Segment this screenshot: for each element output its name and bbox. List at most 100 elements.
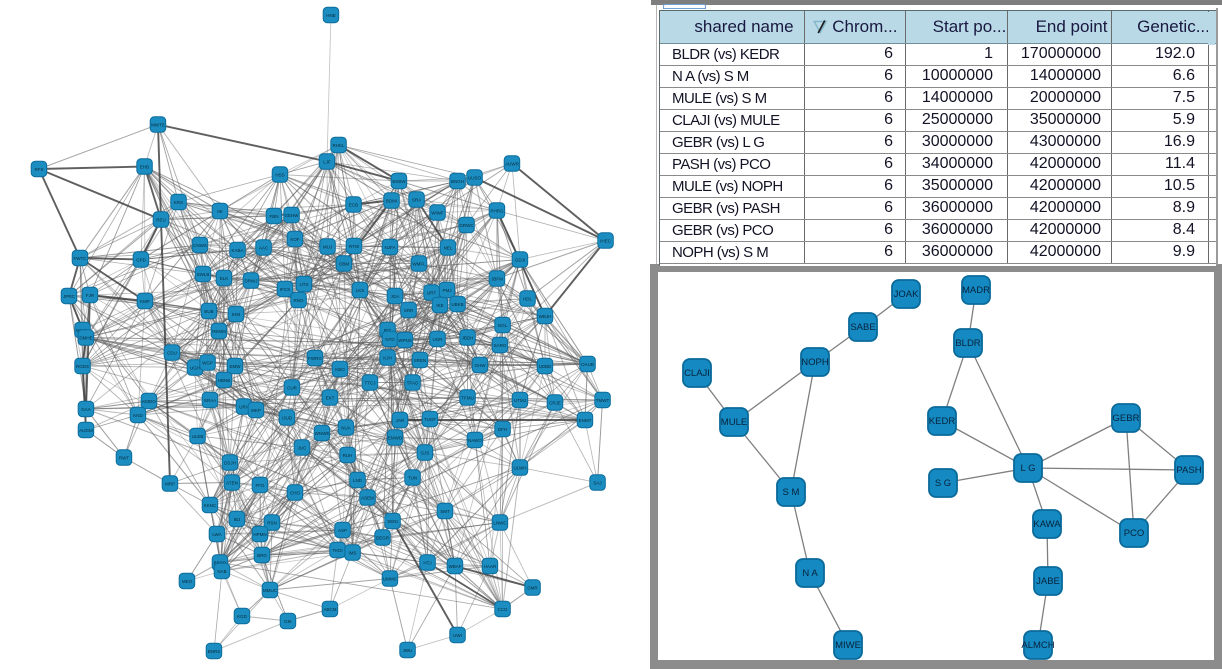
- svg-text:SREN: SREN: [414, 358, 427, 363]
- svg-text:KJH: KJH: [383, 355, 392, 360]
- svg-text:NAWO: NAWO: [468, 438, 482, 443]
- svg-text:LWA: LWA: [212, 532, 221, 537]
- svg-text:KBO: KBO: [335, 367, 345, 372]
- svg-text:RODS: RODS: [76, 364, 89, 369]
- svg-text:SRA: SRA: [412, 197, 421, 202]
- svg-text:RUH: RUH: [343, 453, 353, 458]
- svg-text:CNWS: CNWS: [193, 243, 207, 248]
- svg-text:KND: KND: [133, 413, 143, 418]
- svg-text:SWLB: SWLB: [197, 272, 210, 277]
- svg-text:MMUC: MMUC: [263, 588, 278, 593]
- svg-text:HPMN: HPMN: [253, 532, 266, 537]
- svg-text:SABE: SABE: [850, 322, 875, 333]
- svg-text:L G: L G: [1021, 463, 1036, 474]
- svg-text:HTJ: HTJ: [423, 560, 431, 565]
- svg-text:JOAK: JOAK: [894, 289, 919, 300]
- svg-text:CHO: CHO: [290, 490, 300, 495]
- svg-text:TFAO: TFAO: [407, 380, 419, 385]
- svg-text:KABA: KABA: [231, 248, 243, 253]
- svg-text:IHEC: IHEC: [600, 238, 612, 243]
- svg-text:AUGM: AUGM: [79, 428, 93, 433]
- svg-text:RTW: RTW: [349, 244, 360, 249]
- svg-text:GAA: GAA: [81, 407, 91, 412]
- svg-text:CCG: CCG: [498, 607, 508, 612]
- svg-text:ABCM: ABCM: [323, 607, 336, 612]
- svg-text:SRAA: SRAA: [204, 398, 216, 403]
- svg-text:BNRS: BNRS: [208, 649, 221, 654]
- svg-text:WIWF: WIWF: [431, 210, 444, 215]
- svg-text:GEBR: GEBR: [1113, 413, 1140, 424]
- svg-text:TUGF: TUGF: [424, 417, 436, 422]
- svg-text:KAWA: KAWA: [1033, 519, 1061, 530]
- svg-text:MUJ: MUJ: [323, 244, 332, 249]
- svg-text:IBJ: IBJ: [234, 517, 241, 522]
- svg-text:ULWH: ULWH: [514, 465, 527, 470]
- svg-text:UTMJ: UTMJ: [514, 398, 526, 403]
- svg-text:FJR: FJR: [86, 293, 95, 298]
- svg-text:MEO: MEO: [182, 579, 193, 584]
- svg-text:RNO: RNO: [294, 298, 304, 303]
- svg-text:JWU: JWU: [403, 648, 413, 653]
- svg-text:BSBW: BSBW: [392, 179, 406, 184]
- svg-text:MRP: MRP: [165, 481, 175, 486]
- svg-text:ALMCH: ALMCH: [1021, 640, 1054, 651]
- svg-text:HNE: HNE: [326, 13, 336, 18]
- svg-text:PMJ: PMJ: [443, 288, 452, 293]
- svg-text:DMHE: DMHE: [79, 335, 92, 340]
- svg-text:GPD: GPD: [136, 257, 147, 262]
- svg-text:KEDR: KEDR: [929, 416, 956, 427]
- svg-text:JAR: JAR: [396, 418, 405, 423]
- svg-text:KOF: KOF: [290, 237, 300, 242]
- svg-text:ASEM: ASEM: [361, 495, 374, 500]
- svg-text:NJFA: NJFA: [384, 245, 395, 250]
- svg-text:AAC: AAC: [259, 245, 269, 250]
- svg-text:DFH: DFH: [498, 427, 507, 432]
- svg-text:CUR: CUR: [287, 385, 297, 390]
- svg-text:GEHW: GEHW: [285, 213, 300, 218]
- svg-text:ASP: ASP: [338, 528, 347, 533]
- svg-text:REMM: REMM: [212, 329, 226, 334]
- svg-text:NUA: NUA: [341, 425, 351, 430]
- svg-text:KMDO: KMDO: [142, 399, 156, 404]
- svg-text:UGR: UGR: [433, 337, 444, 342]
- svg-text:PCO: PCO: [1124, 528, 1145, 539]
- svg-text:PASH: PASH: [1176, 465, 1201, 476]
- svg-text:SENI: SENI: [387, 519, 398, 524]
- svg-text:DEGR: DEGR: [376, 535, 390, 540]
- svg-text:MADR: MADR: [962, 285, 990, 296]
- svg-text:CDU: CDU: [167, 350, 177, 355]
- svg-text:FFG: FFG: [256, 483, 265, 488]
- svg-text:ATEN: ATEN: [226, 480, 238, 485]
- svg-text:LKS: LKS: [356, 288, 365, 293]
- svg-text:MKP: MKP: [251, 408, 261, 413]
- svg-text:JBDH: JBDH: [462, 335, 474, 340]
- svg-text:WBAF: WBAF: [449, 564, 462, 569]
- svg-text:OBM: OBM: [339, 261, 350, 266]
- svg-text:JGA: JGA: [391, 294, 400, 299]
- svg-text:RWT: RWT: [119, 455, 129, 460]
- svg-text:NAB: NAB: [217, 569, 226, 574]
- svg-text:FWRG: FWRG: [308, 356, 322, 361]
- svg-text:TKDI: TKDI: [332, 548, 342, 553]
- svg-text:RSN: RSN: [267, 520, 277, 525]
- svg-text:WGP: WGP: [202, 360, 213, 365]
- svg-text:BLDR: BLDR: [955, 338, 980, 349]
- svg-text:FWTC: FWTC: [74, 256, 88, 261]
- svg-text:HAAR: HAAR: [484, 564, 497, 569]
- svg-text:LNWC: LNWC: [493, 520, 507, 525]
- svg-text:WBJH: WBJH: [539, 314, 552, 319]
- svg-text:GGL: GGL: [498, 323, 508, 328]
- svg-text:WPNS: WPNS: [398, 338, 412, 343]
- svg-text:MULE: MULE: [721, 417, 747, 428]
- svg-text:UGH: UGH: [190, 365, 200, 370]
- svg-text:DSJH: DSJH: [224, 460, 236, 465]
- svg-text:BNGH: BNGH: [451, 179, 464, 184]
- svg-text:N A: N A: [802, 568, 818, 579]
- svg-text:DRWJ: DRWJ: [245, 278, 258, 283]
- svg-text:WMFL: WMFL: [412, 261, 426, 266]
- svg-text:IMS: IMS: [348, 550, 356, 555]
- svg-text:SMT: SMT: [440, 509, 450, 514]
- svg-text:GJS: GJS: [421, 450, 430, 455]
- svg-text:S G: S G: [935, 478, 951, 489]
- svg-text:FBN: FBN: [270, 214, 279, 219]
